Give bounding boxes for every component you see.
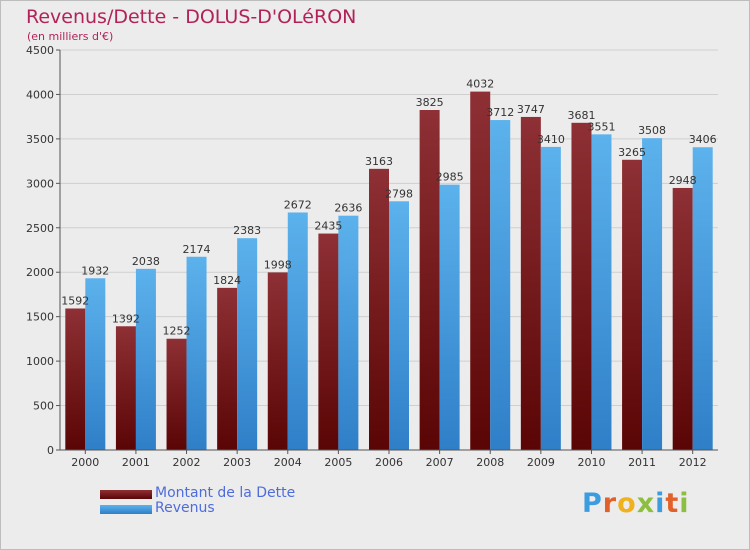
data-label-debt: 3265 <box>618 146 646 159</box>
bar-debt <box>217 287 238 450</box>
data-label-debt: 1998 <box>264 258 292 271</box>
y-tick-label: 500 <box>33 400 54 413</box>
data-label-debt: 1824 <box>213 274 241 287</box>
bar-debt <box>65 308 86 450</box>
bar-revenus <box>389 201 409 450</box>
bar-debt <box>115 326 136 450</box>
bar-revenus <box>642 138 663 450</box>
data-label-revenus: 2383 <box>233 224 261 237</box>
x-tick-label: 2005 <box>324 456 352 469</box>
x-tick-label: 2010 <box>577 456 605 469</box>
bar-revenus <box>135 268 156 450</box>
bar-revenus <box>439 184 460 450</box>
data-label-revenus: 2038 <box>132 255 160 268</box>
bar-revenus <box>85 278 106 450</box>
y-tick-label: 4500 <box>26 44 54 57</box>
data-label-debt: 1252 <box>163 325 191 338</box>
data-label-revenus: 2798 <box>385 187 413 200</box>
logo-letter: P <box>582 488 603 519</box>
data-label-debt: 3681 <box>567 109 595 122</box>
x-tick-label: 2008 <box>476 456 504 469</box>
bar-debt <box>419 110 440 450</box>
data-label-revenus: 3712 <box>486 106 514 119</box>
bar-debt <box>318 233 339 450</box>
data-label-revenus: 1932 <box>81 264 109 277</box>
legend-label-revenus: Revenus <box>155 500 215 516</box>
data-label-revenus: 2174 <box>183 243 211 256</box>
bar-debt <box>622 159 643 450</box>
y-tick-label: 4000 <box>26 88 54 101</box>
data-label-revenus: 3410 <box>537 133 565 146</box>
data-label-revenus: 3508 <box>638 124 666 137</box>
data-label-debt: 2948 <box>669 174 697 187</box>
legend-label-debt: Montant de la Dette <box>155 485 296 501</box>
bar-debt <box>520 116 541 450</box>
x-tick-label: 2003 <box>223 456 251 469</box>
bar-revenus <box>287 212 308 450</box>
data-label-debt: 2435 <box>314 220 342 233</box>
bar-debt <box>470 91 491 450</box>
data-label-debt: 3747 <box>517 103 545 116</box>
bar-revenus <box>692 147 713 450</box>
logo-letter: t <box>665 488 680 519</box>
x-tick-label: 2004 <box>274 456 302 469</box>
data-label-revenus: 3551 <box>587 120 615 133</box>
bar-revenus <box>591 134 612 450</box>
logo-letter: o <box>617 488 637 519</box>
data-label-revenus: 2985 <box>436 171 464 184</box>
x-tick-label: 2002 <box>173 456 201 469</box>
bar-revenus <box>490 120 511 451</box>
data-label-debt: 1592 <box>61 294 89 307</box>
logo-letter: i <box>655 488 666 519</box>
chart-subtitle: (en milliers d'€) <box>27 30 114 43</box>
data-label-debt: 3163 <box>365 155 393 168</box>
x-tick-label: 2009 <box>527 456 555 469</box>
y-tick-label: 3500 <box>26 133 54 146</box>
bar-debt <box>267 272 288 450</box>
x-tick-label: 2000 <box>71 456 99 469</box>
y-tick-label: 1500 <box>26 311 54 324</box>
logo-letter: r <box>602 488 618 519</box>
data-label-revenus: 2672 <box>284 198 312 211</box>
bar-revenus <box>540 146 561 450</box>
bar-revenus <box>338 215 359 450</box>
y-tick-label: 2000 <box>26 266 54 279</box>
y-tick-label: 3000 <box>26 177 54 190</box>
legend-swatch-debt <box>100 490 152 499</box>
bar-debt <box>672 187 693 450</box>
data-label-debt: 3825 <box>416 96 444 109</box>
chart-title: Revenus/Dette - DOLUS-D'OLéRON <box>26 6 357 28</box>
x-tick-label: 2001 <box>122 456 150 469</box>
y-tick-label: 1000 <box>26 355 54 368</box>
legend-swatch-revenus <box>100 505 152 514</box>
bar-debt <box>369 168 389 450</box>
logo-letter: x <box>636 488 656 519</box>
x-tick-label: 2011 <box>628 456 656 469</box>
y-tick-label: 2500 <box>26 222 54 235</box>
proxiti-logo: Proxiti <box>582 488 690 519</box>
data-label-revenus: 2636 <box>334 202 362 215</box>
bar-revenus <box>237 238 258 450</box>
y-tick-label: 0 <box>47 444 54 457</box>
data-label-debt: 4032 <box>466 78 494 91</box>
x-tick-label: 2012 <box>679 456 707 469</box>
x-tick-label: 2006 <box>375 456 403 469</box>
data-label-debt: 1392 <box>112 312 140 325</box>
bar-debt <box>571 122 592 451</box>
bar-debt <box>166 338 187 450</box>
x-tick-label: 2007 <box>426 456 454 469</box>
data-label-revenus: 3406 <box>689 133 717 146</box>
bar-revenus <box>186 256 207 450</box>
logo-letter: i <box>679 488 690 519</box>
